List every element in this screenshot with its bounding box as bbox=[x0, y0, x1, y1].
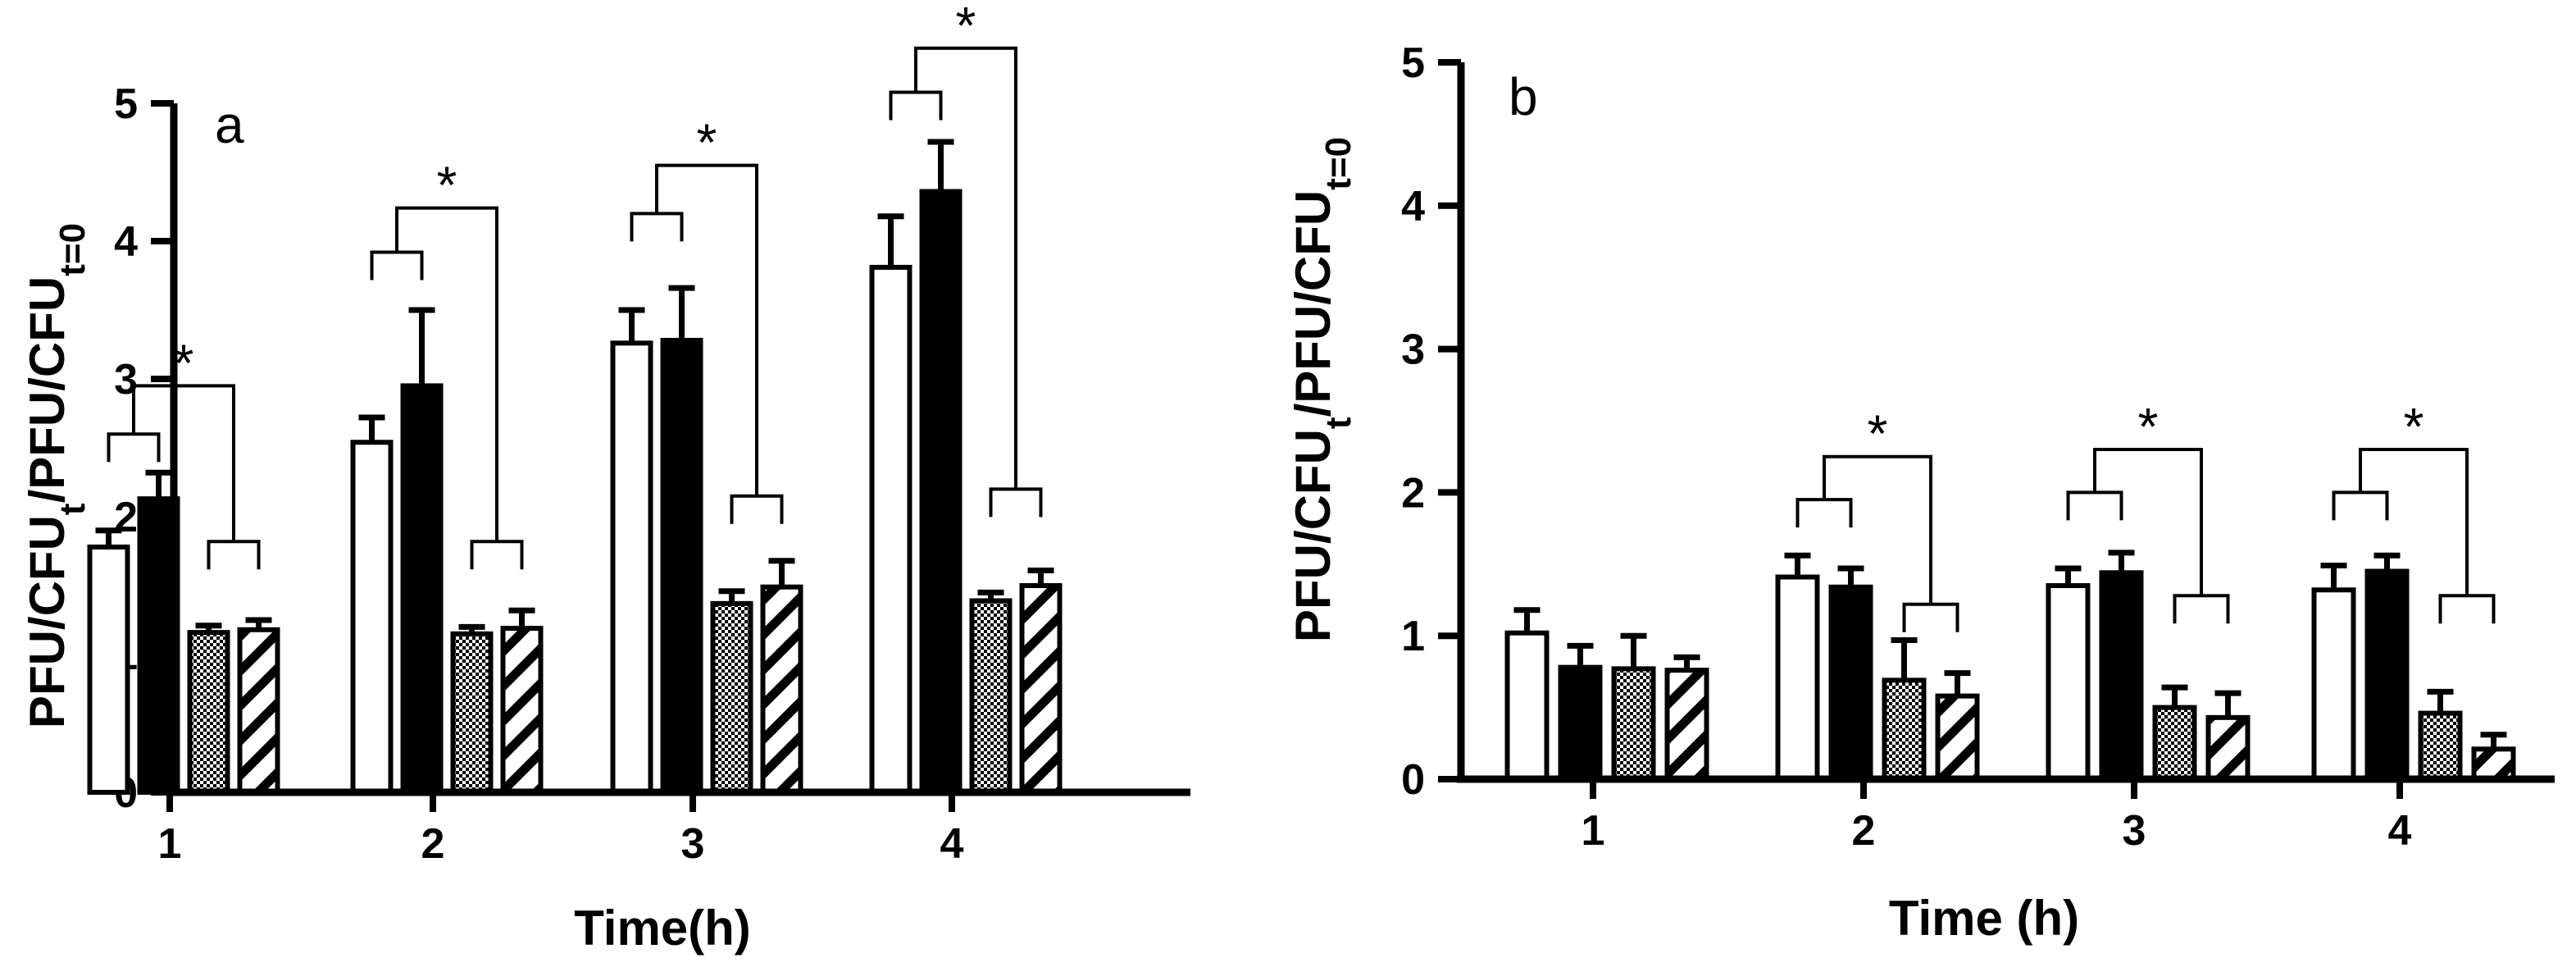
panel-b-ylabel-sub1: t bbox=[1318, 417, 1359, 429]
panel-a-y-tick-label: 2 bbox=[114, 494, 138, 541]
panel-a-bar-open bbox=[87, 544, 130, 796]
panel-a-bar-filled bbox=[400, 383, 444, 795]
panel-a-significance-bracket-left bbox=[630, 212, 684, 242]
panel-a-significance-bracket-right bbox=[989, 487, 1043, 518]
panel-b-significance: * * * bbox=[1795, 397, 2496, 632]
panel-b-significance-connector bbox=[2359, 447, 2469, 596]
panel-a-y-axis-title: PFU/CFUt/PFU/CFUt=0 bbox=[20, 223, 93, 728]
panel-a-y-tick-label: 5 bbox=[114, 80, 138, 128]
panel-b-bar-checkered bbox=[2152, 705, 2197, 782]
panel-a-ylabel-main: PFU/CFU bbox=[20, 515, 75, 728]
panel-b-significance-bracket-left bbox=[2332, 490, 2389, 521]
panel-b-x-axis-title: Time (h) bbox=[1889, 891, 2079, 946]
panel-b-y-tick-label: 2 bbox=[1401, 469, 1425, 517]
panel-a-bar-hatched bbox=[237, 627, 280, 796]
panel-b-label: b bbox=[1509, 67, 1538, 126]
panel-b-bar-filled bbox=[1558, 664, 1603, 782]
panel-a-x-axis-title: Time(h) bbox=[574, 901, 751, 956]
panel-b-x-tick-label: 2 bbox=[1852, 807, 1876, 855]
panel-b-bar-open bbox=[2311, 587, 2356, 782]
panel-a-significance-connector bbox=[655, 163, 758, 496]
panel-b-significance-star: * bbox=[1868, 404, 1888, 463]
panel-b-bar-hatched bbox=[1935, 693, 1980, 782]
panel-b-y-tick-label: 4 bbox=[1401, 183, 1425, 230]
panel-a-bar-open bbox=[610, 340, 653, 795]
panel-a-bar-hatched bbox=[760, 584, 803, 795]
panel-b-y-tick-label: 3 bbox=[1401, 326, 1425, 374]
panel-a-bar-filled bbox=[919, 189, 963, 795]
panel-a-ylabel-sub2: t=0 bbox=[52, 223, 93, 276]
panel-a-significance-bracket-left bbox=[107, 432, 161, 463]
panel-b-significance-star: * bbox=[2404, 397, 2424, 456]
panel-a-significance-star: * bbox=[437, 156, 457, 215]
panel-a-label: a bbox=[215, 95, 244, 154]
panel-b-bar-hatched bbox=[2205, 714, 2251, 782]
panel-b-bar-open bbox=[2046, 583, 2091, 782]
panel-a-bar-open bbox=[869, 264, 913, 796]
panel-b-significance-bracket-right bbox=[1902, 602, 1959, 632]
panel-b-bar-hatched bbox=[2471, 746, 2516, 782]
panel-a-significance-connector bbox=[395, 206, 498, 542]
panel-b-bars bbox=[1504, 550, 2516, 782]
panel-a-x-tick-label: 2 bbox=[421, 820, 445, 868]
panel-a-significance-star: * bbox=[697, 113, 717, 172]
panel-b-x-ticks: 1 2 3 4 bbox=[1582, 779, 2412, 855]
panel-b-ylabel-sub2: t=0 bbox=[1318, 137, 1359, 190]
panel-b-significance-bracket-left bbox=[1795, 498, 1853, 528]
panel-b-bar-filled bbox=[2099, 570, 2144, 782]
panel-a-significance-bracket-right bbox=[470, 540, 524, 570]
panel-b-ylabel-mid: /PFU/CFU bbox=[1286, 190, 1340, 417]
panel-b-ylabel-main: PFU/CFU bbox=[1286, 429, 1340, 642]
panel-b-bar-checkered bbox=[1882, 677, 1927, 782]
panel-a-bar-open bbox=[350, 440, 394, 796]
panel-b-y-ticks: 0 1 2 3 4 5 bbox=[1401, 39, 1461, 804]
panel-b: PFU/CFUt/PFU/CFUt=0 b 0 1 2 3 4 5 * * * 1 2 3 4 Ti… bbox=[1286, 39, 2555, 946]
panel-a-y-tick-label: 4 bbox=[114, 218, 138, 266]
panel-a-significance-bracket-right bbox=[207, 540, 261, 570]
panel-a-bar-filled bbox=[660, 337, 703, 795]
panel-a-significance-bracket-left bbox=[889, 90, 943, 121]
panel-a-bar-checkered bbox=[450, 631, 494, 795]
panel-a-bar-checkered bbox=[187, 630, 230, 795]
panel-b-x-tick-label: 3 bbox=[2123, 807, 2146, 855]
panel-b-y-tick-label: 1 bbox=[1401, 613, 1425, 660]
panel-b-significance-bracket-right bbox=[2438, 594, 2496, 624]
panel-a-significance: **** bbox=[107, 0, 1043, 570]
panel-a-significance-connector bbox=[132, 384, 235, 542]
panel-a-significance-star: * bbox=[956, 0, 976, 55]
panel-a-bar-hatched bbox=[1019, 583, 1063, 795]
panel-a-x-tick-label: 3 bbox=[681, 820, 705, 868]
panel-a-significance-bracket-left bbox=[370, 250, 424, 281]
panel-b-bar-open bbox=[1775, 574, 1820, 782]
panel-b-y-tick-label: 0 bbox=[1401, 756, 1425, 804]
panel-a-bar-checkered bbox=[969, 598, 1013, 795]
panel-b-x-tick-label: 1 bbox=[1582, 807, 1605, 855]
panel-b-significance-bracket-right bbox=[2173, 594, 2230, 624]
panel-b-bar-filled bbox=[2364, 568, 2410, 782]
panel-b-significance-bracket-left bbox=[2066, 490, 2123, 521]
panel-b-bar-checkered bbox=[2418, 710, 2463, 782]
panel-b-y-tick-label: 5 bbox=[1401, 39, 1425, 87]
panel-a-significance-connector bbox=[914, 46, 1017, 490]
panel-b-bar-checkered bbox=[1611, 666, 1656, 782]
panel-a-ylabel-sub1: t bbox=[52, 503, 93, 515]
panel-a-ylabel-mid: /PFU/CFU bbox=[20, 276, 75, 504]
panel-a-significance-bracket-right bbox=[730, 494, 784, 524]
panel-b-significance-connector bbox=[1823, 454, 1932, 604]
panel-b-x-tick-label: 4 bbox=[2388, 807, 2412, 855]
panel-a-x-tick-label: 4 bbox=[940, 820, 964, 868]
panel-a-x-tick-label: 1 bbox=[158, 820, 182, 868]
panel-b-bar-filled bbox=[1828, 584, 1873, 782]
panel-b-bar-open bbox=[1504, 630, 1550, 782]
panel-b-bar-hatched bbox=[1664, 668, 1709, 782]
panel-b-y-axis-title: PFU/CFUt/PFU/CFUt=0 bbox=[1286, 137, 1359, 642]
panel-a-bar-hatched bbox=[500, 626, 544, 796]
panel-a-bar-checkered bbox=[710, 600, 753, 796]
panel-a-x-ticks: 1 2 3 4 bbox=[158, 792, 964, 868]
panel-b-significance-connector bbox=[2093, 447, 2203, 596]
panel-b-significance-star: * bbox=[2138, 397, 2159, 456]
